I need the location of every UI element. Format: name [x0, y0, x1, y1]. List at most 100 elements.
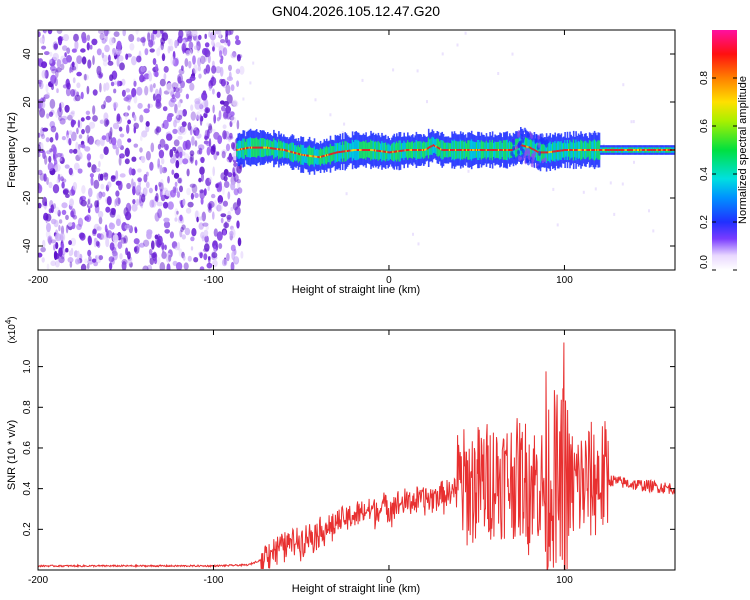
noise-speck — [633, 160, 635, 164]
noise-speck — [199, 189, 204, 194]
noise-speck — [112, 250, 118, 261]
ridge-band-core — [582, 149, 585, 151]
ridge-band-core — [370, 149, 372, 151]
ridge-band-core — [388, 151, 391, 154]
noise-speck — [182, 255, 186, 261]
noise-speck — [230, 181, 236, 191]
noise-speck — [194, 192, 199, 199]
noise-speck — [48, 237, 52, 245]
noise-speck — [143, 239, 150, 247]
noise-speck — [183, 262, 189, 270]
noise-speck — [97, 210, 104, 218]
noise-speck — [52, 52, 59, 61]
noise-speck — [133, 80, 137, 87]
noise-speck — [75, 141, 79, 151]
ridge-band-core — [626, 149, 629, 151]
noise-speck — [199, 252, 203, 259]
noise-speck — [441, 52, 444, 56]
ridge-band-core — [394, 150, 397, 153]
colorbar-tick-label: 0.4 — [699, 167, 710, 181]
ridge-band-core — [437, 146, 440, 149]
noise-speck — [215, 42, 221, 48]
noise-speck — [196, 114, 200, 122]
noise-speck — [118, 156, 122, 166]
noise-speck — [59, 152, 64, 162]
noise-speck — [59, 118, 66, 125]
ridge-band-core — [264, 146, 267, 149]
noise-speck — [169, 149, 174, 158]
noise-speck — [211, 65, 217, 74]
ridge-band-core — [345, 150, 348, 153]
noise-speck — [189, 82, 195, 91]
noise-speck — [229, 115, 235, 121]
noise-speck — [81, 56, 87, 65]
ridge-band-core — [620, 149, 623, 151]
noise-speck — [118, 180, 123, 191]
noise-speck — [67, 257, 74, 263]
noise-speck — [464, 31, 467, 35]
ridge-band-core — [441, 148, 443, 151]
noise-speck — [160, 179, 164, 187]
ridge-band-core — [603, 149, 606, 151]
noise-speck — [113, 88, 117, 94]
noise-speck — [149, 199, 155, 208]
noise-speck — [163, 201, 169, 209]
noise-speck — [115, 170, 119, 180]
noise-speck — [165, 252, 172, 263]
noise-speck — [212, 166, 215, 177]
ridge-band-core — [391, 151, 393, 154]
ridge-band-core — [619, 149, 622, 151]
noise-speck — [169, 45, 174, 52]
noise-speck — [157, 208, 163, 219]
noise-speck — [172, 128, 178, 135]
ridge-band-core — [566, 149, 569, 151]
noise-speck — [206, 122, 210, 127]
noise-speck — [43, 30, 47, 35]
noise-speck — [648, 209, 650, 213]
noise-speck — [226, 214, 232, 220]
noise-speck — [227, 135, 234, 140]
noise-speck — [171, 169, 175, 175]
ridge-band-core — [545, 151, 548, 154]
noise-speck — [55, 111, 59, 118]
noise-speck — [101, 191, 106, 198]
noise-speck — [115, 190, 120, 197]
noise-speck — [226, 94, 233, 104]
noise-speck — [196, 41, 201, 51]
ridge-band-core — [326, 154, 328, 157]
noise-speck — [162, 106, 168, 112]
noise-speck — [87, 198, 91, 205]
noise-speck — [216, 231, 223, 241]
ridge-band-core — [505, 149, 507, 151]
ridge-band-core — [496, 149, 499, 151]
ridge-band-core — [408, 149, 410, 151]
noise-speck — [156, 257, 161, 265]
noise-speck — [142, 265, 149, 270]
ridge-band-core — [542, 151, 544, 154]
ridge-band-core — [625, 149, 628, 151]
ridge-band-core — [451, 149, 453, 151]
ridge-band-core — [427, 146, 430, 149]
noise-speck — [156, 126, 162, 133]
noise-speck — [193, 45, 200, 50]
ridge-band-core — [649, 149, 651, 151]
noise-speck — [116, 113, 121, 122]
noise-speck — [68, 138, 72, 146]
noise-speck — [85, 214, 92, 223]
noise-speck — [91, 258, 97, 263]
noise-speck — [174, 87, 180, 93]
noise-speck — [582, 190, 585, 194]
noise-speck — [108, 135, 113, 145]
noise-speck — [76, 148, 81, 156]
noise-speck — [131, 178, 134, 188]
ridge-band-core — [486, 149, 489, 151]
noise-speck — [141, 130, 148, 138]
noise-speck — [105, 32, 108, 42]
noise-speck — [236, 197, 241, 207]
noise-speck — [179, 151, 183, 158]
noise-speck — [46, 222, 51, 233]
noise-speck — [202, 248, 210, 253]
ridge-band-core — [348, 149, 350, 152]
ridge-band-core — [262, 146, 264, 149]
noise-speck — [105, 206, 111, 213]
